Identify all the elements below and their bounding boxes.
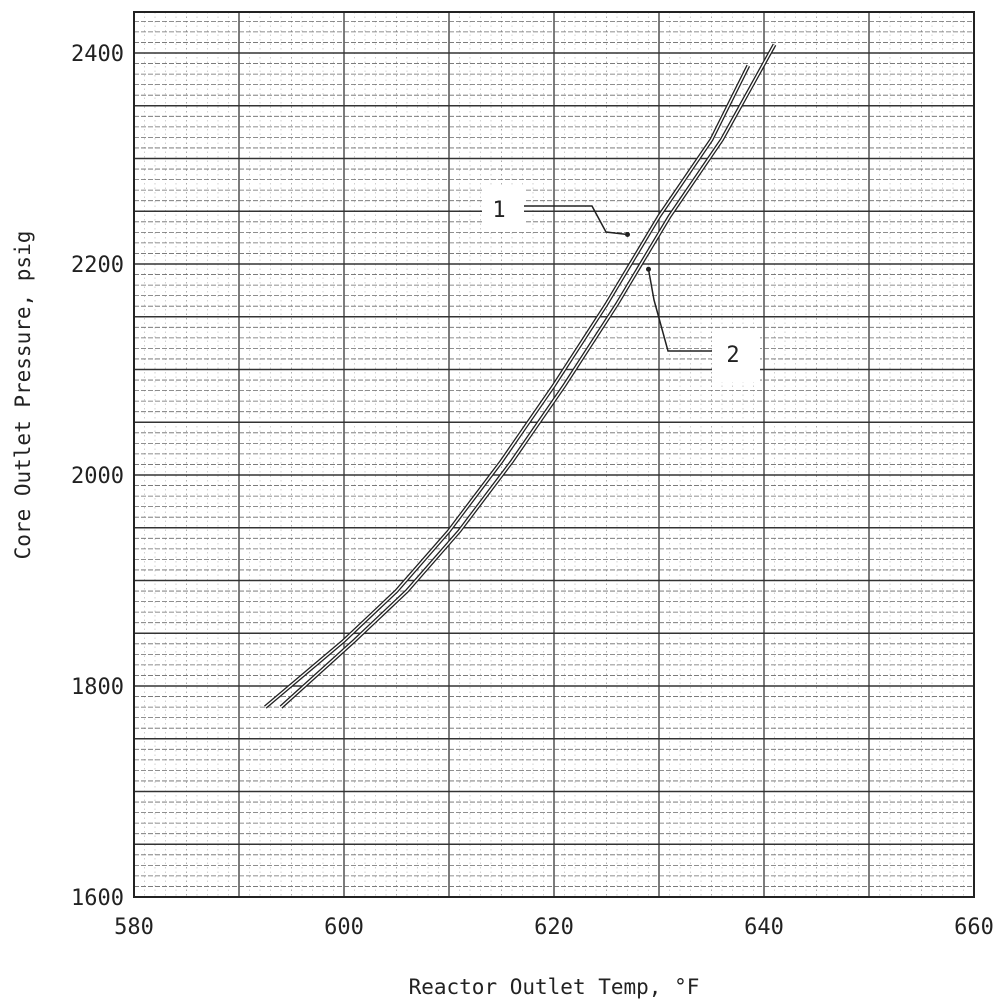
annotation-layer: 12 <box>482 186 760 382</box>
annotation-2-arrowhead <box>646 266 651 272</box>
x-tick-label: 600 <box>324 915 364 940</box>
annotation-1-box <box>482 186 524 232</box>
annotation-2-box <box>712 330 760 382</box>
x-tick-label: 620 <box>534 915 574 940</box>
y-tick-label: 2200 <box>71 253 124 278</box>
y-tick-label: 1800 <box>71 675 124 700</box>
series-2-line-core <box>280 44 776 708</box>
annotation-1-label: 1 <box>492 198 505 223</box>
y-tick-label: 2000 <box>71 464 124 489</box>
series-1-line-core <box>264 65 749 708</box>
y-tick-label: 2400 <box>71 42 124 67</box>
tick-label-layer: 580 600 620 640 660 1600 1800 2000 2200 2400 <box>71 42 994 940</box>
annotation-2-leader <box>647 269 712 352</box>
plot-frame <box>133 11 975 898</box>
x-tick-label: 660 <box>954 915 994 940</box>
series-1 <box>264 64 751 709</box>
y-axis-title: Core Outlet Pressure, psig <box>11 231 35 560</box>
x-tick-label: 640 <box>744 915 784 940</box>
annotation-2: 2 <box>646 266 760 382</box>
annotation-1-leader <box>524 205 628 236</box>
annotation-1-arrowhead <box>625 231 630 237</box>
x-axis-title: Reactor Outlet Temp, °F <box>409 975 700 999</box>
annotation-1: 1 <box>482 186 630 237</box>
annotation-2-label: 2 <box>726 343 739 368</box>
y-tick-label: 1600 <box>71 886 124 911</box>
series-layer <box>264 43 777 709</box>
series-2 <box>279 43 777 709</box>
x-tick-label: 580 <box>114 915 154 940</box>
chart-grid <box>134 12 974 897</box>
